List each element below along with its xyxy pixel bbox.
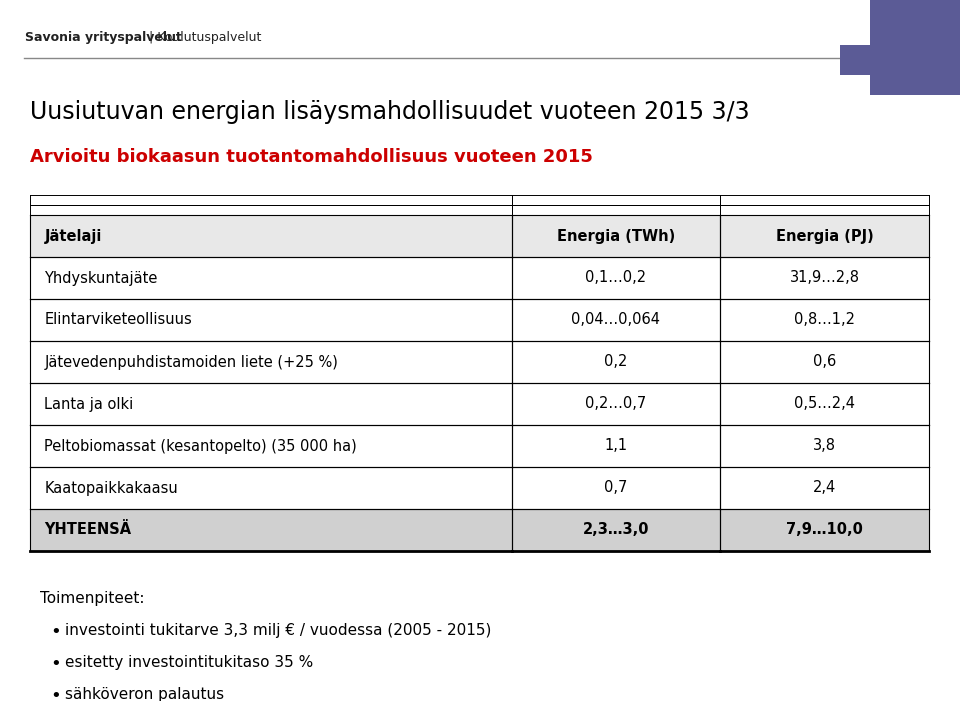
Text: 1,1: 1,1 (605, 439, 628, 454)
Text: Arvioitu biokaasun tuotantomahdollisuus vuoteen 2015: Arvioitu biokaasun tuotantomahdollisuus … (30, 148, 593, 166)
Text: Savonia yrityspalvelut: Savonia yrityspalvelut (25, 32, 181, 44)
Bar (720, 257, 929, 299)
Text: Lanta ja olki: Lanta ja olki (44, 397, 133, 411)
Bar (512, 425, 720, 467)
Text: •: • (50, 687, 60, 701)
Bar (30, 299, 512, 341)
Bar (30, 341, 512, 383)
Text: 2,4: 2,4 (813, 480, 836, 496)
Text: esitetty investointitukitaso 35 %: esitetty investointitukitaso 35 % (65, 655, 313, 670)
Bar (512, 467, 720, 509)
Bar (30, 383, 512, 425)
Bar (720, 425, 929, 467)
Bar (720, 299, 929, 341)
Bar (870, 0, 960, 60)
Bar (512, 341, 720, 383)
Text: sähköveron palautus: sähköveron palautus (65, 687, 224, 701)
Text: Yhdyskuntajäte: Yhdyskuntajäte (44, 271, 157, 285)
Bar (512, 509, 720, 551)
Text: Energia (PJ): Energia (PJ) (776, 229, 874, 243)
Text: 0,5…2,4: 0,5…2,4 (794, 397, 855, 411)
Text: 2,3…3,0: 2,3…3,0 (583, 522, 649, 538)
Bar (30, 467, 512, 509)
Bar (720, 509, 929, 551)
Text: | Koulutuspalvelut: | Koulutuspalvelut (145, 32, 261, 44)
Bar (720, 383, 929, 425)
Bar (720, 467, 929, 509)
Text: 0,1…0,2: 0,1…0,2 (586, 271, 646, 285)
Text: 0,2: 0,2 (604, 355, 628, 369)
Bar (30, 205, 512, 215)
Text: 0,2…0,7: 0,2…0,7 (586, 397, 646, 411)
Bar (30, 195, 512, 205)
Bar (512, 205, 720, 215)
Text: Uusiutuvan energian lisäysmahdollisuudet vuoteen 2015 3/3: Uusiutuvan energian lisäysmahdollisuudet… (30, 100, 750, 124)
Bar (30, 509, 512, 551)
Bar (840, 45, 875, 75)
Text: Jätelaji: Jätelaji (44, 229, 102, 243)
Bar (512, 299, 720, 341)
Text: •: • (50, 655, 60, 673)
Bar (512, 195, 720, 205)
Text: YHTEENSÄ: YHTEENSÄ (44, 522, 132, 538)
Bar (720, 341, 929, 383)
Bar (512, 215, 720, 257)
Text: Toimenpiteet:: Toimenpiteet: (40, 591, 145, 606)
Text: investointi tukitarve 3,3 milj € / vuodessa (2005 - 2015): investointi tukitarve 3,3 milj € / vuode… (65, 623, 492, 638)
Text: 7,9…10,0: 7,9…10,0 (786, 522, 863, 538)
Bar (720, 195, 929, 205)
Bar (512, 383, 720, 425)
Text: Peltobiomassat (kesantopelto) (35 000 ha): Peltobiomassat (kesantopelto) (35 000 ha… (44, 439, 357, 454)
Text: Energia (TWh): Energia (TWh) (557, 229, 675, 243)
Bar (30, 215, 512, 257)
Text: 3,8: 3,8 (813, 439, 836, 454)
Bar (30, 425, 512, 467)
Text: 0,04…0,064: 0,04…0,064 (571, 313, 660, 327)
Bar (720, 205, 929, 215)
Text: 0,6: 0,6 (813, 355, 836, 369)
Text: Jätevedenpuhdistamoiden liete (+25 %): Jätevedenpuhdistamoiden liete (+25 %) (44, 355, 338, 369)
Bar (512, 257, 720, 299)
Text: 0,7: 0,7 (604, 480, 628, 496)
Bar (870, 55, 960, 95)
Bar (30, 257, 512, 299)
Text: Kaatopaikkakaasu: Kaatopaikkakaasu (44, 480, 179, 496)
Text: 0,8…1,2: 0,8…1,2 (794, 313, 855, 327)
Bar (720, 215, 929, 257)
Text: Elintarviketeollisuus: Elintarviketeollisuus (44, 313, 192, 327)
Text: •: • (50, 623, 60, 641)
Text: 31,9…2,8: 31,9…2,8 (790, 271, 860, 285)
